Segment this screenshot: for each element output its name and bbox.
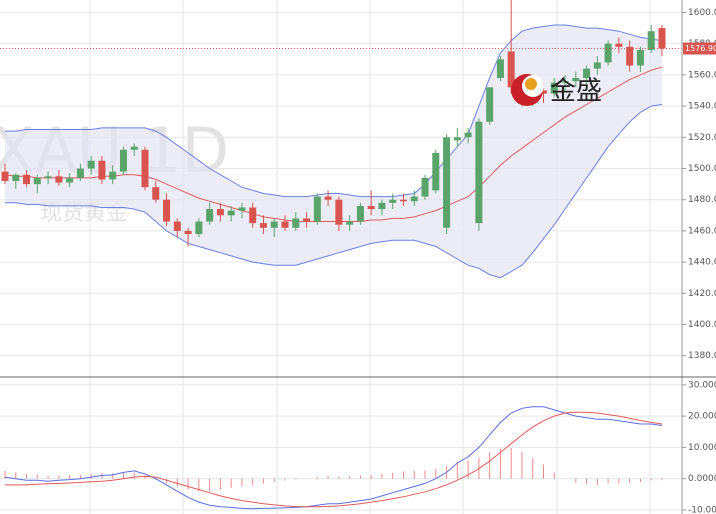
y-tick-label: 1520.00: [688, 133, 716, 143]
candle-body: [356, 205, 364, 222]
candle-body: [281, 221, 289, 228]
candle-body: [238, 207, 246, 211]
y-tick-label: 1500.00: [688, 164, 716, 174]
candle-body: [421, 177, 429, 197]
y-tick-label: -10.0000: [688, 505, 716, 514]
candle-body: [270, 221, 278, 228]
candle-body: [335, 199, 343, 225]
candle-body: [389, 199, 397, 203]
candle-body: [346, 221, 354, 225]
candle-body: [141, 149, 149, 188]
logo-icon: [525, 78, 537, 90]
candle-body: [475, 121, 483, 224]
y-tick-label: 1460.00: [688, 226, 716, 236]
candle-body: [163, 199, 171, 222]
price-label: 1576.90: [685, 44, 716, 53]
candle-body: [206, 209, 214, 222]
y-tick-label: 1440.00: [688, 258, 716, 268]
candle-body: [399, 199, 407, 202]
y-tick-label: 10.0000: [688, 443, 716, 453]
candle-body: [259, 223, 267, 228]
candle-body: [626, 46, 634, 66]
candle-body: [76, 168, 84, 178]
candle-body: [583, 68, 591, 79]
candle-body: [658, 28, 666, 49]
candle-body: [443, 137, 451, 228]
candle-body: [593, 62, 601, 69]
y-tick-label: 1480.00: [688, 195, 716, 205]
y-tick-label: 1600.00: [688, 8, 716, 18]
y-tick-label: 1560.00: [688, 70, 716, 80]
candle-body: [496, 59, 504, 79]
candle-body: [23, 174, 31, 185]
candle-body: [119, 149, 127, 172]
y-tick-label: 0.0000: [688, 474, 716, 484]
plot: [0, 0, 686, 511]
candle-body: [227, 210, 235, 216]
y-tick-label: 1400.00: [688, 320, 716, 330]
candle-body: [572, 78, 580, 82]
candle-body: [98, 160, 106, 180]
dif-line: [4, 406, 663, 510]
y-tick-label: 1380.00: [688, 351, 716, 361]
candle-body: [55, 176, 63, 183]
candle-body: [636, 49, 644, 66]
candle-body: [1, 171, 9, 181]
candle-body: [453, 137, 461, 141]
candle-body: [367, 205, 375, 210]
candle-body: [12, 174, 20, 181]
y-tick-label: 1540.00: [688, 102, 716, 112]
candle-body: [550, 82, 558, 94]
candle-body: [216, 209, 224, 216]
candle-body: [87, 160, 95, 169]
candle-body: [313, 196, 321, 222]
candle-body: [324, 196, 332, 200]
price-tag: [683, 42, 716, 55]
dea-line: [5, 411, 663, 508]
candle-body: [507, 51, 515, 88]
y-tick-label: 20.0000: [688, 412, 716, 422]
candle-body: [292, 218, 300, 228]
candle-body: [249, 207, 257, 224]
candle-body: [410, 196, 418, 202]
candle-body: [303, 218, 311, 222]
candle-body: [486, 87, 494, 122]
candle-body: [378, 202, 386, 210]
band-lower: [5, 104, 663, 279]
candle-body: [173, 221, 181, 231]
candle-body: [195, 221, 203, 235]
candle-body: [152, 187, 160, 200]
candle-body: [561, 81, 569, 83]
candle-body: [604, 43, 612, 63]
candle-body: [464, 132, 472, 138]
band-upper: [5, 24, 663, 198]
candle-body: [44, 176, 52, 178]
candle-body: [647, 31, 655, 50]
y-tick-label: 30.0000: [688, 380, 716, 390]
candle-body: [109, 171, 117, 180]
candle-body: [540, 90, 547, 94]
candle-body: [130, 146, 138, 150]
y-tick-label: 1420.00: [688, 289, 716, 299]
candle-body: [184, 230, 192, 235]
logo-text: 金盛: [550, 77, 602, 107]
candle-body: [33, 177, 41, 185]
candle-body: [432, 152, 440, 191]
candle-body: [66, 177, 74, 183]
candle-body: [615, 43, 623, 47]
